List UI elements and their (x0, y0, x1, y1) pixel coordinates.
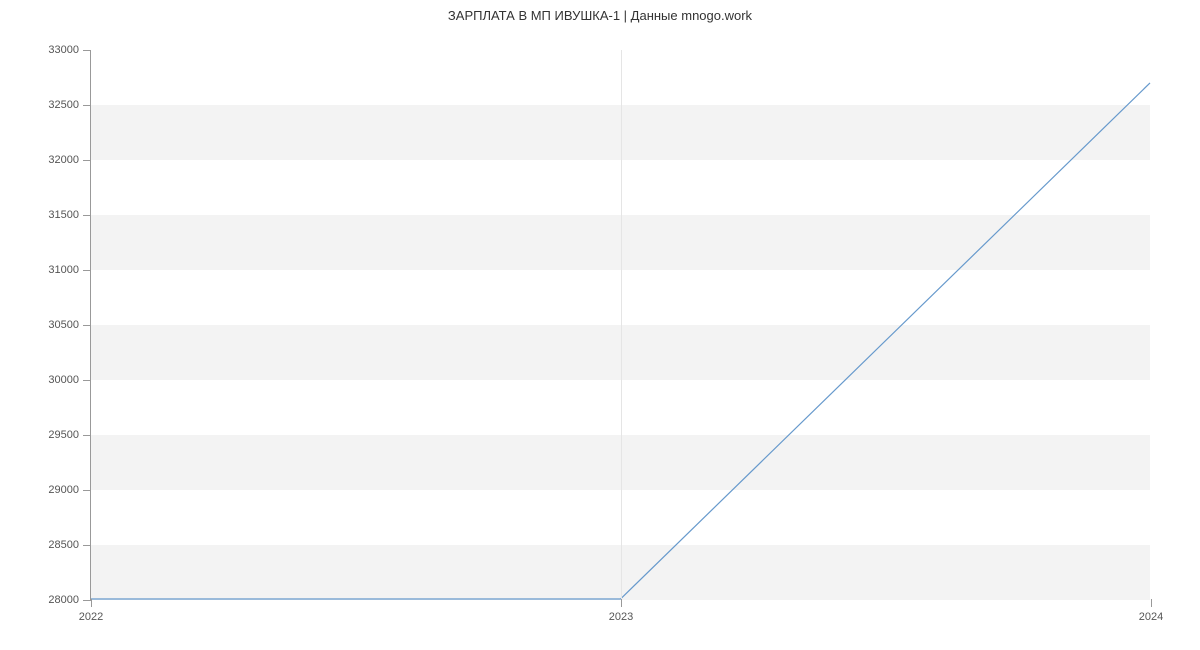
y-tick-label: 29000 (48, 484, 79, 496)
x-tick (1151, 599, 1152, 607)
y-tick-label: 32000 (48, 154, 79, 166)
y-tick (83, 380, 91, 381)
y-tick (83, 325, 91, 326)
y-tick-label: 29500 (48, 429, 79, 441)
x-tick-label: 2022 (79, 611, 103, 623)
y-tick (83, 545, 91, 546)
y-tick-label: 31000 (48, 264, 79, 276)
y-tick-label: 31500 (48, 209, 79, 221)
y-tick-label: 33000 (48, 44, 79, 56)
y-tick (83, 270, 91, 271)
y-tick (83, 160, 91, 161)
y-tick (83, 490, 91, 491)
y-tick-label: 28000 (48, 594, 79, 606)
y-tick (83, 105, 91, 106)
y-tick (83, 600, 91, 601)
y-tick-label: 30000 (48, 374, 79, 386)
x-gridline (621, 50, 622, 599)
x-tick (621, 599, 622, 607)
y-tick (83, 435, 91, 436)
chart-title: ЗАРПЛАТА В МП ИВУШКА-1 | Данные mnogo.wo… (0, 0, 1200, 23)
y-tick-label: 32500 (48, 99, 79, 111)
chart-container: 2800028500290002950030000305003100031500… (90, 50, 1150, 600)
x-tick-label: 2023 (609, 611, 633, 623)
plot-area: 2800028500290002950030000305003100031500… (90, 50, 1150, 600)
y-tick-label: 30500 (48, 319, 79, 331)
x-tick-label: 2024 (1139, 611, 1163, 623)
y-tick-label: 28500 (48, 539, 79, 551)
y-tick (83, 50, 91, 51)
x-tick (91, 599, 92, 607)
y-tick (83, 215, 91, 216)
